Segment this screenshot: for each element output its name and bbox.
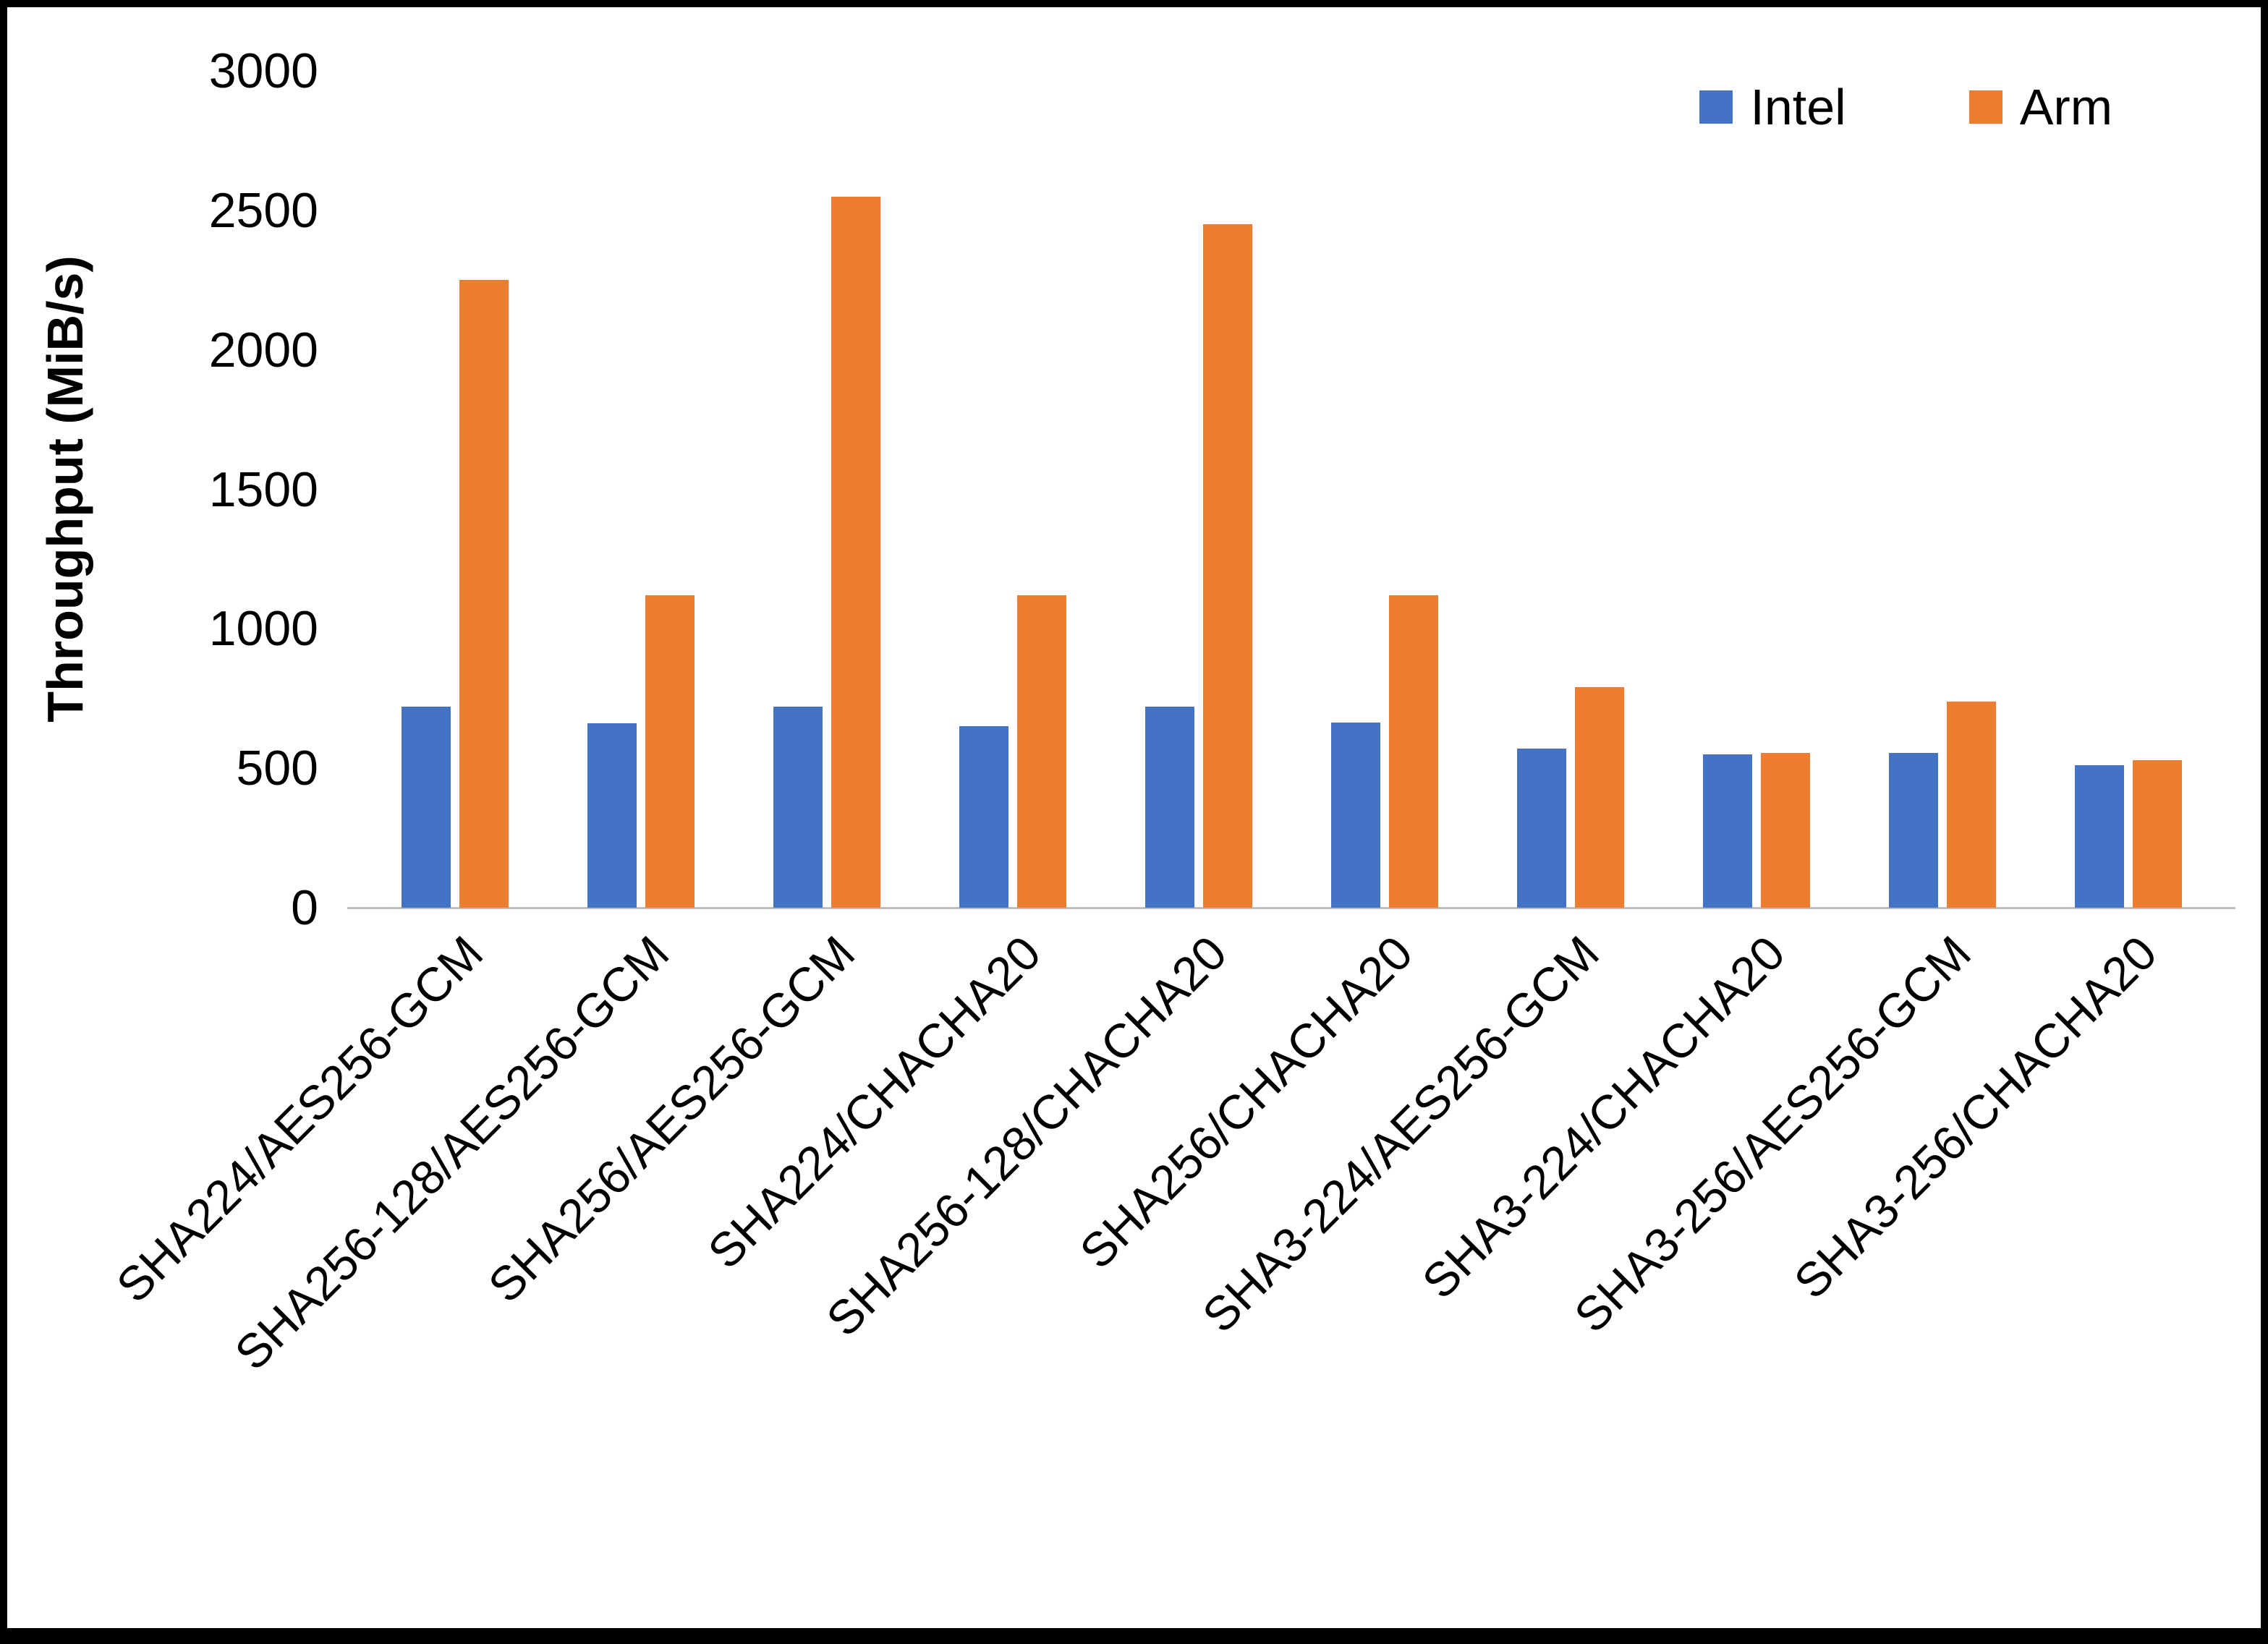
bar-group: [734, 71, 919, 908]
legend-label-arm: Arm: [2019, 79, 2112, 135]
legend-item-arm: Arm: [1968, 78, 2112, 136]
bar-arm: [1202, 224, 1252, 908]
bar-arm: [1760, 752, 1810, 908]
bar-arm: [459, 280, 509, 908]
bar-arm: [1016, 595, 1066, 908]
bar-intel: [773, 707, 823, 908]
bar-group: [548, 71, 734, 908]
x-axis-category-label: SHA224/CHACHA20: [697, 925, 1051, 1279]
legend: Intel Arm: [1699, 78, 2112, 136]
legend-label-intel: Intel: [1750, 79, 1846, 135]
x-axis-labels: SHA224/AES256-GCM SHA256-128/AES256-GCM SH…: [106, 908, 2221, 1559]
y-tick-label: 1000: [208, 601, 318, 657]
bar-arm: [1946, 701, 1996, 908]
bar-intel: [587, 723, 637, 908]
bar-intel: [1888, 752, 1938, 908]
bar-intel: [959, 726, 1008, 908]
bar-intel: [1516, 749, 1566, 908]
bar-arm: [2132, 759, 2182, 908]
bar-intel: [2074, 765, 2124, 908]
legend-item-intel: Intel: [1699, 78, 1846, 136]
legend-swatch-intel: [1699, 90, 1733, 124]
plot-area: Intel Arm: [347, 71, 2235, 909]
y-tick-label: 1500: [208, 461, 318, 517]
bar-intel: [1330, 722, 1380, 908]
x-axis-category-label: SHA3-224/CHACHA20: [1411, 925, 1795, 1309]
bar-group: [1849, 71, 2035, 908]
bar-group: [1477, 71, 1663, 908]
bar-arm: [831, 196, 880, 908]
bar-group: [2035, 71, 2221, 908]
x-axis-category-label: SHA256/AES256-GCM: [477, 925, 865, 1313]
y-axis-title-text: Throughput (MiB/s): [37, 255, 93, 723]
bar-intel: [1144, 707, 1194, 908]
bar-group: [362, 71, 548, 908]
bar-group: [1105, 71, 1291, 908]
x-axis-category-label: SHA224/AES256-GCM: [106, 925, 493, 1313]
bar-arm: [645, 595, 695, 908]
y-tick-label: 2500: [208, 182, 318, 238]
bar-arm: [1574, 687, 1624, 908]
bar-group: [1291, 71, 1477, 908]
legend-swatch-arm: [1968, 90, 2002, 124]
x-axis-category-label: SHA3-256/CHACHA20: [1783, 925, 2167, 1309]
y-tick-label: 0: [291, 880, 318, 935]
x-axis-line: [347, 907, 2235, 909]
bar-arm: [1388, 595, 1438, 908]
bar-group: [919, 71, 1105, 908]
bar-intel: [1702, 754, 1752, 908]
bar-intel: [401, 707, 451, 908]
bar-group: [1663, 71, 1849, 908]
y-tick-label: 3000: [208, 43, 318, 98]
x-axis-category-label: SHA256/CHACHA20: [1069, 925, 1423, 1279]
y-tick-label: 2000: [208, 322, 318, 378]
y-tick-label: 500: [236, 741, 318, 796]
